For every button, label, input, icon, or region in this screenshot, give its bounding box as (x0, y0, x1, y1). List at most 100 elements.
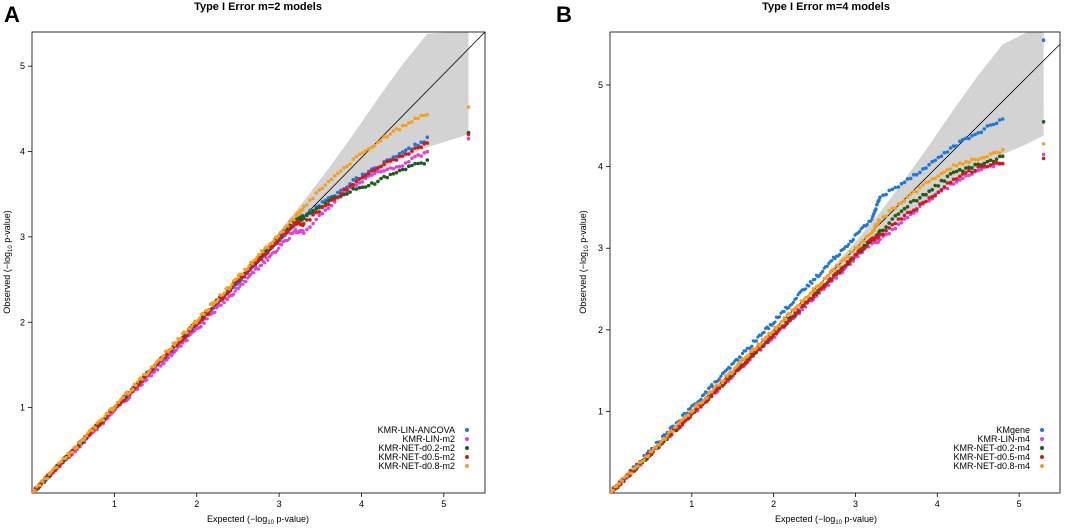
point (902, 217, 907, 221)
point (238, 284, 242, 288)
point (724, 380, 728, 385)
point (915, 172, 919, 177)
point (905, 215, 910, 220)
point (148, 368, 152, 372)
point (160, 356, 164, 360)
point (388, 166, 393, 170)
point (249, 272, 253, 277)
point (711, 388, 715, 392)
point (768, 333, 772, 337)
point (413, 154, 417, 159)
point (407, 152, 411, 156)
point (373, 143, 377, 148)
point (819, 282, 823, 287)
x-tick-label-b: 4 (935, 499, 940, 509)
point (407, 121, 411, 125)
point (317, 210, 322, 214)
point (797, 309, 802, 313)
point (936, 190, 941, 195)
point (677, 424, 682, 428)
point (326, 206, 331, 211)
point (751, 354, 755, 358)
legend-label: KMR-LIN-ANCOVA (378, 425, 455, 435)
point (360, 172, 365, 177)
point (734, 365, 739, 369)
point (112, 406, 116, 410)
point (967, 173, 971, 178)
point (419, 140, 424, 144)
point (38, 483, 42, 487)
point (834, 273, 839, 277)
point (912, 189, 916, 194)
point (739, 359, 743, 364)
x-tick-label-a: 3 (277, 499, 282, 509)
point (91, 429, 95, 433)
confidence-band-a (254, 32, 469, 266)
point (403, 123, 408, 128)
point (759, 342, 763, 346)
point (912, 208, 916, 212)
point (357, 185, 362, 190)
point (385, 159, 390, 164)
point (128, 395, 132, 399)
point (930, 177, 934, 181)
point (825, 281, 829, 285)
point (924, 199, 928, 204)
legend-marker (1040, 455, 1044, 459)
point (222, 291, 226, 295)
point (767, 327, 771, 331)
point (275, 241, 279, 245)
point (302, 204, 306, 209)
point (948, 167, 953, 171)
point (422, 113, 427, 118)
point (101, 418, 105, 422)
point (945, 150, 950, 154)
point (881, 193, 885, 197)
point (833, 257, 837, 261)
point (1041, 156, 1046, 161)
point (345, 185, 349, 189)
point (137, 382, 141, 386)
point (216, 298, 220, 302)
point (332, 197, 337, 201)
point (354, 183, 359, 187)
point (407, 146, 411, 150)
point (896, 202, 901, 206)
point (650, 450, 654, 454)
point (807, 284, 811, 288)
point (933, 183, 937, 188)
point (921, 167, 925, 171)
point (961, 137, 965, 142)
panel-b: B Type I Error m=4 models 1 2 3 4 5 1 2 3 4 5 KMge… (556, 1, 1061, 526)
point (905, 177, 910, 181)
point (801, 308, 805, 312)
point (736, 368, 740, 372)
panel-a: A Type I Error m=2 models 1 2 3 4 5 1 2 3 4 5 KMR-… (2, 1, 486, 526)
point (308, 208, 312, 213)
point (810, 290, 814, 294)
point (807, 294, 811, 298)
legend-label: KMR-NET-d0.2-m4 (953, 443, 1030, 453)
point (771, 333, 775, 337)
point (376, 179, 380, 184)
point (314, 207, 319, 211)
point (851, 249, 856, 253)
point (865, 243, 869, 247)
point (354, 187, 359, 191)
point (263, 261, 267, 265)
point (410, 149, 414, 153)
point (954, 144, 959, 148)
point (994, 160, 999, 165)
point (976, 157, 980, 162)
point (777, 328, 782, 332)
point (329, 177, 334, 182)
point (811, 295, 816, 299)
point (750, 349, 754, 353)
point (908, 210, 913, 214)
point (893, 226, 898, 231)
point (292, 218, 296, 222)
point (988, 123, 993, 127)
point (294, 222, 299, 226)
legend-label: KMR-NET-d0.5-m4 (953, 452, 1030, 462)
point (893, 221, 898, 226)
